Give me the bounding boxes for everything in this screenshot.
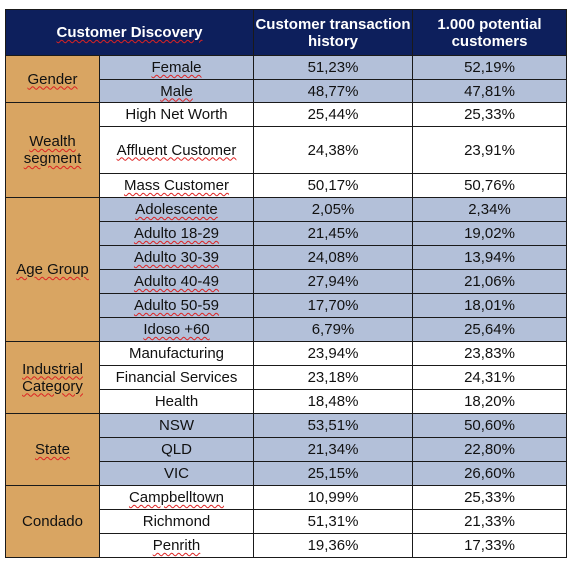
- value-potential: 22,80%: [412, 437, 567, 462]
- value-potential: 19,02%: [412, 221, 567, 246]
- row-label: Richmond: [99, 509, 254, 534]
- table-title: Customer Discovery: [5, 9, 254, 56]
- row-label: Male: [99, 79, 254, 103]
- row-label: Affluent Customer: [99, 126, 254, 174]
- value-history: 17,70%: [253, 293, 413, 318]
- value-history: 23,18%: [253, 365, 413, 390]
- row-label: NSW: [99, 413, 254, 438]
- row-label: Penrith: [99, 533, 254, 558]
- value-potential: 50,76%: [412, 173, 567, 198]
- value-history: 23,94%: [253, 341, 413, 366]
- row-label: Mass Customer: [99, 173, 254, 198]
- value-potential: 25,33%: [412, 485, 567, 510]
- value-potential: 52,19%: [412, 55, 567, 80]
- customer-discovery-table: Customer Discovery Customer transaction …: [5, 9, 567, 558]
- value-history: 25,15%: [253, 461, 413, 486]
- row-label: Adolescente: [99, 197, 254, 222]
- row-label: Female: [99, 55, 254, 80]
- col-header-potential-customers: 1.000 potential customers: [412, 9, 567, 56]
- value-potential: 13,94%: [412, 245, 567, 270]
- value-potential: 2,34%: [412, 197, 567, 222]
- value-history: 51,31%: [253, 509, 413, 534]
- value-history: 2,05%: [253, 197, 413, 222]
- row-label: Adulto 30-39: [99, 245, 254, 270]
- group-state: State: [5, 413, 100, 486]
- row-label: QLD: [99, 437, 254, 462]
- value-potential: 25,64%: [412, 317, 567, 342]
- value-history: 21,45%: [253, 221, 413, 246]
- value-history: 6,79%: [253, 317, 413, 342]
- value-potential: 21,33%: [412, 509, 567, 534]
- value-history: 10,99%: [253, 485, 413, 510]
- row-label: Adulto 18-29: [99, 221, 254, 246]
- group-gender: Gender: [5, 55, 100, 103]
- row-label: VIC: [99, 461, 254, 486]
- value-potential: 26,60%: [412, 461, 567, 486]
- value-history: 53,51%: [253, 413, 413, 438]
- value-history: 48,77%: [253, 79, 413, 103]
- value-potential: 21,06%: [412, 269, 567, 294]
- value-history: 24,38%: [253, 126, 413, 174]
- value-potential: 24,31%: [412, 365, 567, 390]
- value-history: 18,48%: [253, 389, 413, 414]
- value-potential: 18,01%: [412, 293, 567, 318]
- value-history: 24,08%: [253, 245, 413, 270]
- value-history: 51,23%: [253, 55, 413, 80]
- value-history: 21,34%: [253, 437, 413, 462]
- value-potential: 47,81%: [412, 79, 567, 103]
- value-potential: 23,83%: [412, 341, 567, 366]
- row-label: Health: [99, 389, 254, 414]
- row-label: Adulto 40-49: [99, 269, 254, 294]
- row-label: Idoso +60: [99, 317, 254, 342]
- value-potential: 50,60%: [412, 413, 567, 438]
- value-potential: 17,33%: [412, 533, 567, 558]
- group-wealth-segment: Wealth segment: [5, 102, 100, 198]
- row-label: Financial Services: [99, 365, 254, 390]
- value-history: 19,36%: [253, 533, 413, 558]
- row-label: Adulto 50-59: [99, 293, 254, 318]
- value-history: 50,17%: [253, 173, 413, 198]
- value-potential: 23,91%: [412, 126, 567, 174]
- row-label: High Net Worth: [99, 102, 254, 127]
- value-potential: 25,33%: [412, 102, 567, 127]
- value-history: 27,94%: [253, 269, 413, 294]
- row-label: Campbelltown: [99, 485, 254, 510]
- value-history: 25,44%: [253, 102, 413, 127]
- group-industrial-category: Industrial Category: [5, 341, 100, 414]
- value-potential: 18,20%: [412, 389, 567, 414]
- group-condado: Condado: [5, 485, 100, 558]
- group-age-group: Age Group: [5, 197, 100, 342]
- col-header-transaction-history: Customer transaction history: [253, 9, 413, 56]
- row-label: Manufacturing: [99, 341, 254, 366]
